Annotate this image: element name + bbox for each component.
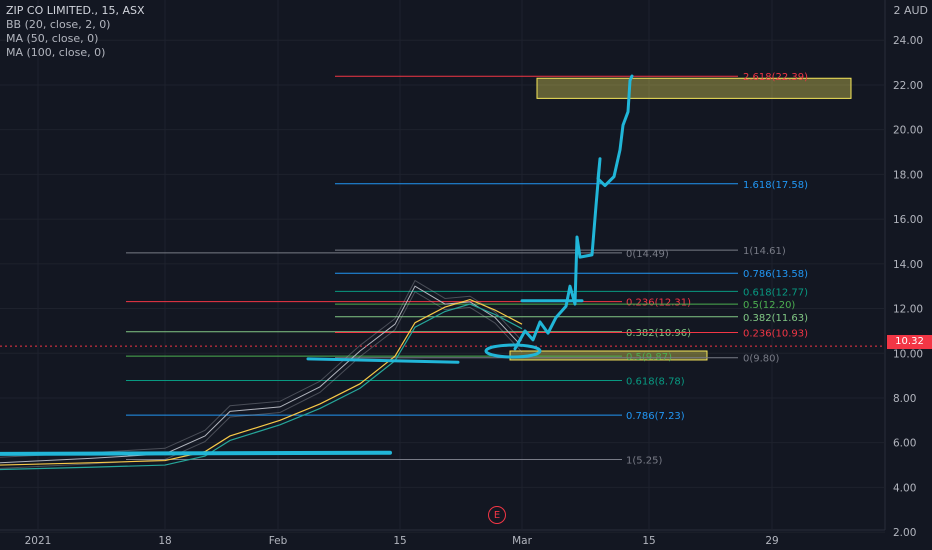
earnings-badge[interactable]: E [488, 506, 506, 524]
time-axis[interactable]: 2021 18 Feb 15 Mar 15 29 [25, 535, 779, 547]
y-tick-label: 4.00 [893, 482, 916, 494]
fib-left-label: 0.618(8.78) [626, 377, 685, 388]
zones [509, 77, 852, 361]
fib-right-label: 0.5(12.20) [743, 300, 795, 311]
breakout-line-stroke [306, 357, 460, 364]
chart-legend: ZIP CO LIMITED., 15, ASX BB (20, close, … [6, 4, 145, 60]
ma50-line [0, 298, 523, 466]
y-tick-label: 24.00 [893, 35, 923, 47]
trend-drawings [0, 74, 634, 456]
projection-path-stroke [513, 74, 634, 351]
fib-right-label: 0(9.80) [743, 354, 780, 365]
indicator-bb[interactable]: BB (20, close, 2, 0) [6, 18, 111, 31]
indicator-ma100[interactable]: MA (100, close, 0) [6, 46, 106, 59]
fib-right-label: 0.382(11.63) [743, 313, 808, 324]
bb-upper-band [0, 279, 523, 458]
fib-left-label: 0.786(7.23) [626, 411, 685, 422]
ma100-line [0, 303, 523, 471]
indicator-ma50[interactable]: MA (50, close, 0) [6, 32, 99, 45]
fib-right-label: 0.786(13.58) [743, 269, 808, 280]
x-tick-label: 29 [765, 535, 778, 547]
currency-label[interactable]: 2 AUD [893, 4, 928, 17]
fib-left-label: 0.236(12.31) [626, 298, 691, 309]
fib-left-label: 0.382(10.96) [626, 328, 691, 339]
fib-left-label: 1(5.25) [626, 455, 663, 466]
bottom-circle-stroke [484, 343, 542, 359]
y-tick-label: 18.00 [893, 169, 923, 181]
y-tick-label: 16.00 [893, 214, 923, 226]
fib-right-label: 1(14.61) [743, 246, 786, 257]
y-tick-label: 2.00 [893, 527, 916, 539]
x-tick-label: 15 [393, 535, 406, 547]
x-tick-label: 18 [158, 535, 171, 547]
x-tick-label: 2021 [25, 535, 52, 547]
grid [0, 0, 885, 533]
y-tick-label: 10.00 [893, 348, 923, 360]
y-tick-label: 20.00 [893, 125, 923, 137]
series [0, 279, 885, 471]
fib-right-label: 2.618(22.39) [743, 72, 808, 83]
x-tick-label: Feb [269, 535, 288, 547]
fib-levels: 1(5.25)0.786(7.23)0.618(8.78)0.5(9.87)0.… [126, 72, 808, 466]
support-line-stroke [0, 450, 392, 456]
symbol-title[interactable]: ZIP CO LIMITED., 15, ASX [6, 4, 145, 17]
bb-lower-band [0, 291, 523, 469]
fib-right-label: 0.618(12.77) [743, 287, 808, 298]
y-tick-label: 8.00 [893, 393, 916, 405]
fib-left-label: 0(14.49) [626, 249, 669, 260]
fib-right-label: 0.236(10.93) [743, 328, 808, 339]
fib-right-label: 1.618(17.58) [743, 180, 808, 191]
x-tick-label: Mar [512, 535, 532, 547]
y-tick-label: 14.00 [893, 259, 923, 271]
last-price-tag: 10.32 [887, 335, 932, 349]
target-zone [536, 77, 852, 99]
y-tick-label: 12.00 [893, 304, 923, 316]
y-tick-label: 22.00 [893, 80, 923, 92]
y-tick-label: 6.00 [893, 438, 916, 450]
x-tick-label: 15 [642, 535, 655, 547]
price-axis[interactable]: 24.00 22.00 20.00 18.00 16.00 14.00 12.00 10.00… [893, 35, 923, 539]
price-line [0, 285, 523, 464]
